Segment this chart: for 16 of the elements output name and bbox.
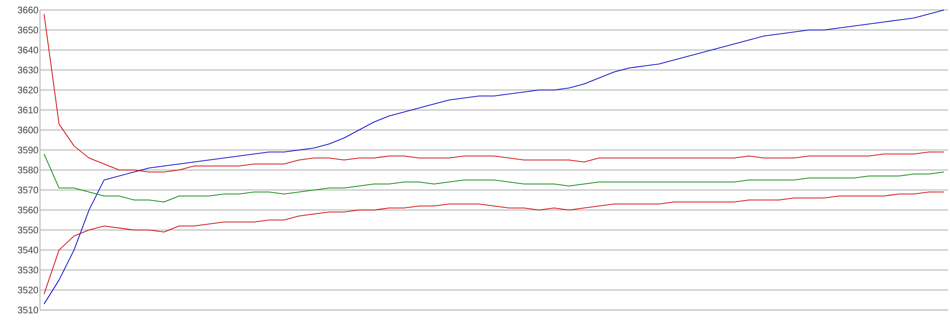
y-tick-label: 3570 [18,186,38,194]
y-tick-label: 3590 [18,146,38,154]
y-tick-label: 3610 [18,106,38,114]
y-tick-label: 3520 [18,286,38,294]
y-tick-label: 3530 [18,266,38,274]
y-tick-label: 3630 [18,66,38,74]
y-tick-label: 3600 [18,126,38,134]
y-tick-label: 3550 [18,226,38,234]
y-tick-label: 3510 [18,306,38,314]
y-tick-label: 3640 [18,46,38,54]
y-tick-label: 3580 [18,166,38,174]
y-tick-label: 3540 [18,246,38,254]
y-tick-label: 3560 [18,206,38,214]
y-tick-label: 3650 [18,26,38,34]
y-tick-label: 3660 [18,6,38,14]
y-tick-label: 3620 [18,86,38,94]
